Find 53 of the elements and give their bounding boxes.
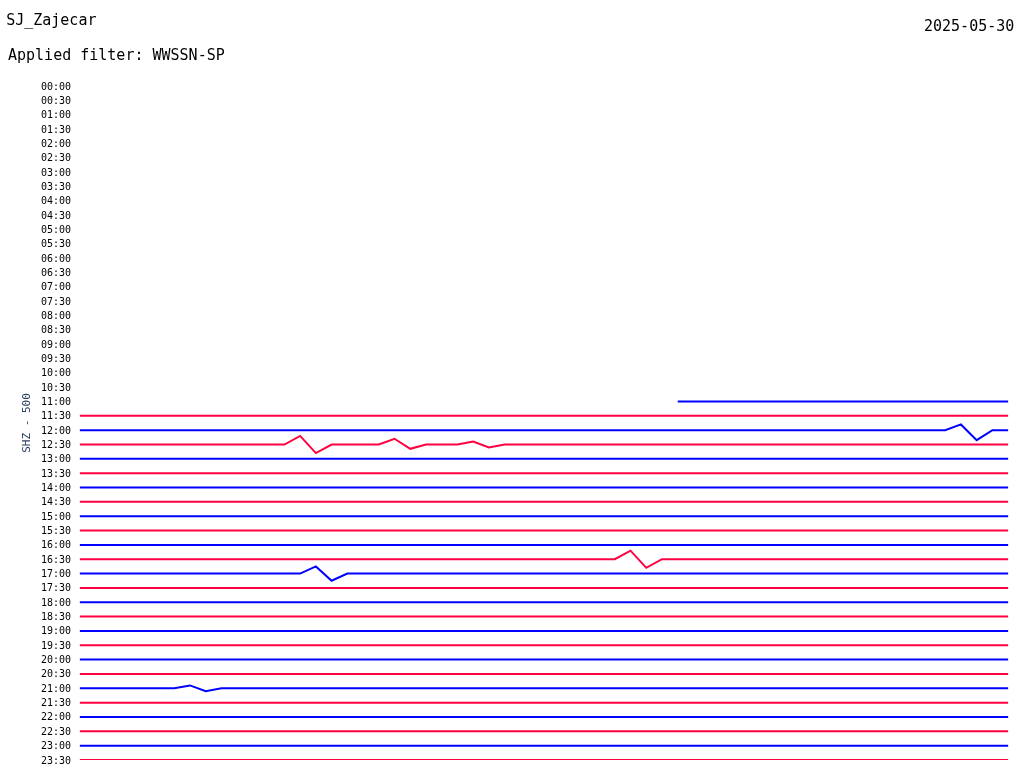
y-tick-label: 22:00 bbox=[40, 711, 71, 723]
y-tick-label: 20:00 bbox=[40, 654, 71, 666]
y-tick-label: 22:30 bbox=[40, 725, 71, 737]
y-tick-label: 00:30 bbox=[40, 94, 71, 106]
y-tick-label: 07:30 bbox=[40, 295, 71, 307]
y-tick-label: 18:00 bbox=[40, 596, 71, 608]
y-tick-label: 19:00 bbox=[40, 625, 71, 637]
y-tick-label: 16:30 bbox=[40, 553, 71, 565]
y-tick-label: 15:00 bbox=[40, 510, 71, 522]
y-tick-label: 04:30 bbox=[40, 209, 71, 221]
text: 2025-05-30 bbox=[924, 17, 1015, 35]
y-tick-label: 23:00 bbox=[40, 740, 71, 752]
y-tick-label: 10:30 bbox=[40, 381, 71, 393]
y-tick-label: 11:30 bbox=[40, 410, 71, 422]
y-tick-label: 06:00 bbox=[40, 252, 71, 264]
y-tick-label: 17:00 bbox=[40, 568, 71, 580]
y-tick-label: 11:00 bbox=[40, 395, 71, 407]
line-series bbox=[78, 434, 1010, 455]
y-tick-label: 14:00 bbox=[40, 482, 71, 494]
y-tick-label: 03:30 bbox=[40, 180, 71, 192]
y-tick-label: 05:30 bbox=[40, 238, 71, 250]
y-tick-label: 21:00 bbox=[40, 682, 71, 694]
y-tick-label: 10:00 bbox=[40, 367, 71, 379]
y-tick-label: 03:00 bbox=[40, 166, 71, 178]
y-tick-label: 16:00 bbox=[40, 539, 71, 551]
y-tick-label: 08:00 bbox=[40, 309, 71, 321]
y-tick-label: 13:30 bbox=[40, 467, 71, 479]
y-tick-label: 14:30 bbox=[40, 496, 71, 508]
y-tick-label: 09:00 bbox=[40, 338, 71, 350]
y-tick-label: 15:30 bbox=[40, 525, 71, 537]
y-tick-label: 07:00 bbox=[40, 281, 71, 293]
y-tick-label: 06:30 bbox=[40, 266, 71, 278]
y-axis-title: SHZ - 500 bbox=[19, 393, 33, 453]
y-tick-label: 02:30 bbox=[40, 152, 71, 164]
chart-subtitle: Applied filter: WWSSN-SP bbox=[8, 46, 225, 64]
y-tick-label: 08:30 bbox=[40, 324, 71, 336]
y-tick-label: 17:30 bbox=[40, 582, 71, 594]
y-tick-label: 20:30 bbox=[40, 668, 71, 680]
y-tick-label: 19:30 bbox=[40, 639, 71, 651]
y-tick-label: 04:00 bbox=[40, 195, 71, 207]
chart-title: SJ_Zajecar bbox=[6, 11, 97, 30]
y-tick-label: 01:30 bbox=[40, 123, 71, 135]
y-tick-label: 21:30 bbox=[40, 697, 71, 709]
y-tick-label: 00:00 bbox=[40, 80, 71, 92]
y-tick-label: 18:30 bbox=[40, 611, 71, 623]
y-tick-label: 12:30 bbox=[40, 439, 71, 451]
y-tick-label: 23:30 bbox=[40, 754, 71, 766]
y-tick-label: 02:00 bbox=[40, 137, 71, 149]
y-tick-label: 12:00 bbox=[40, 424, 71, 436]
y-tick-label: 09:30 bbox=[40, 352, 71, 364]
y-tick-label: 01:00 bbox=[40, 109, 71, 121]
y-tick-label: 05:00 bbox=[40, 223, 71, 235]
y-tick-label: 13:00 bbox=[40, 453, 71, 465]
